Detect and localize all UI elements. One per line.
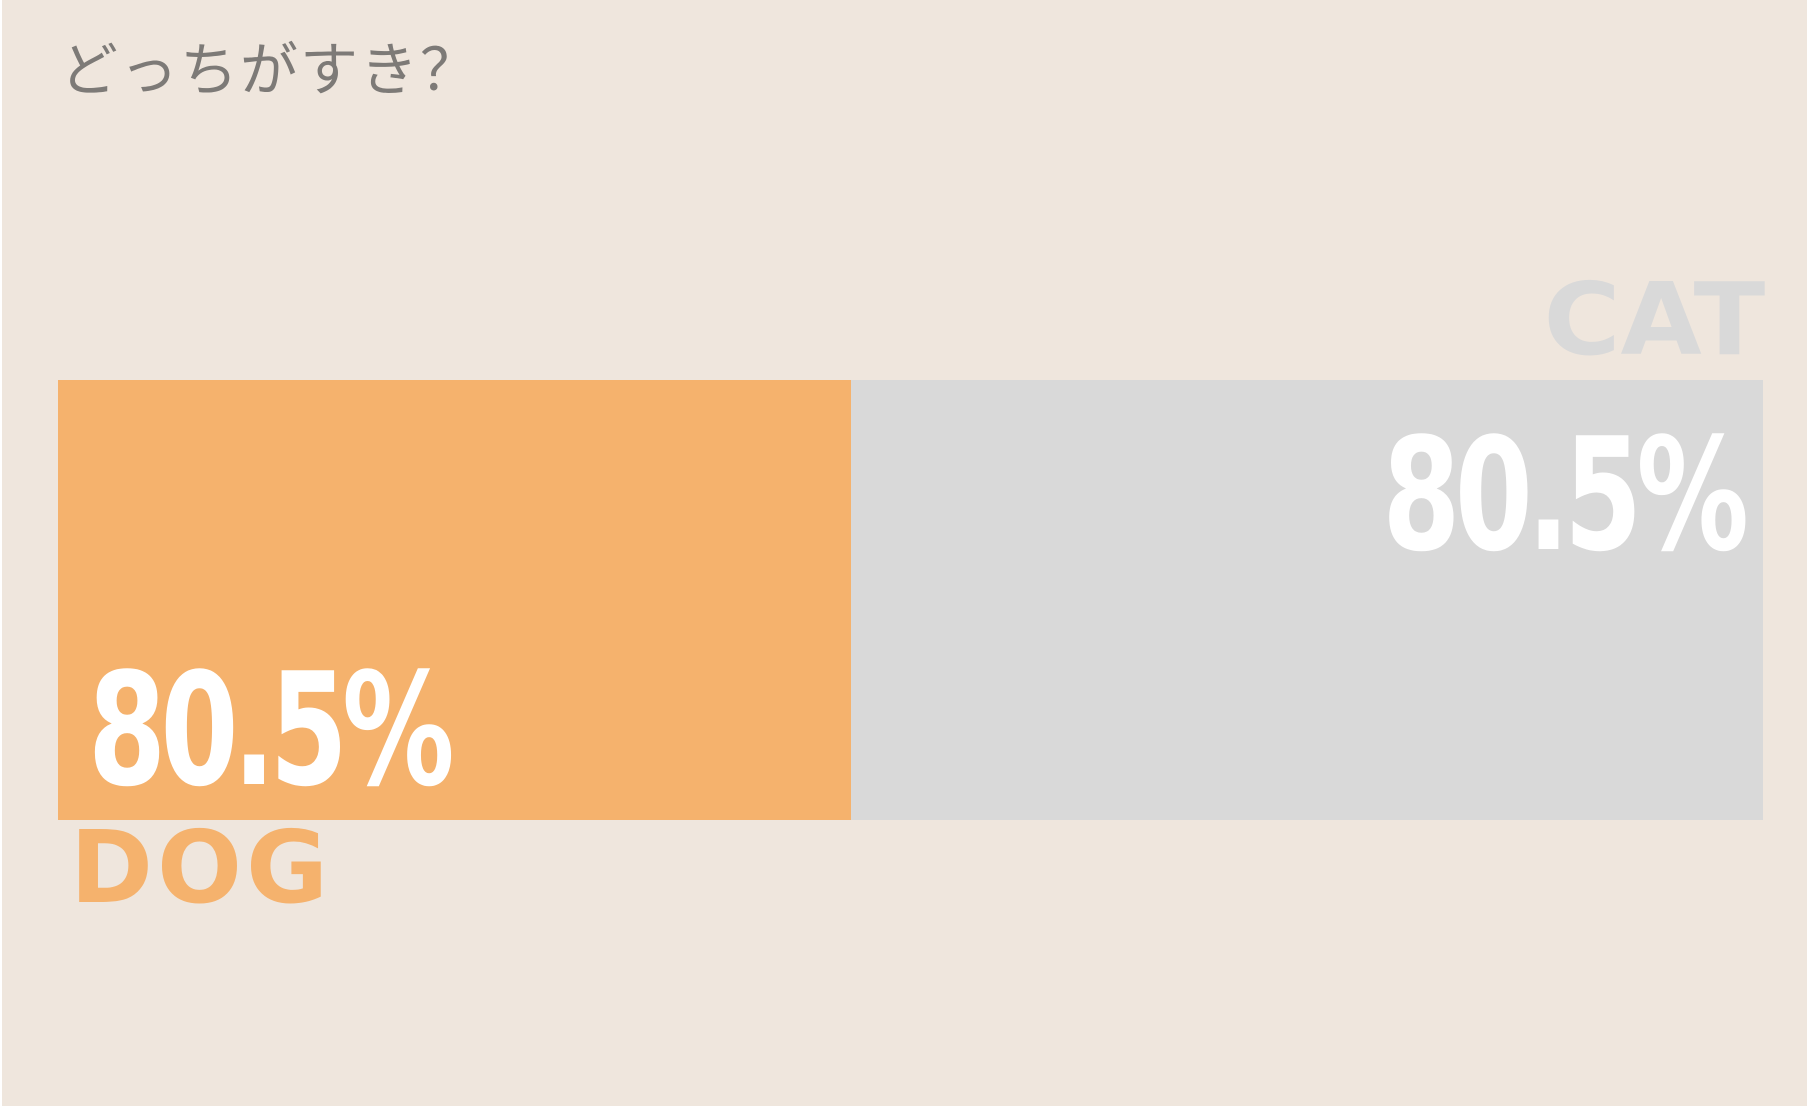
cat-percentage-label: 80.5% xyxy=(1382,404,1749,586)
dog-percentage-label: 80.5% xyxy=(88,639,455,821)
dog-category-label: DOG xyxy=(70,809,333,926)
page-title: どっちがすき？ xyxy=(60,36,481,104)
frame-edge xyxy=(0,0,2,1106)
comparison-bar-chart: 80.5% 80.5% xyxy=(58,380,1763,820)
cat-category-label: CAT xyxy=(1543,261,1765,378)
dog-bar xyxy=(58,380,851,820)
